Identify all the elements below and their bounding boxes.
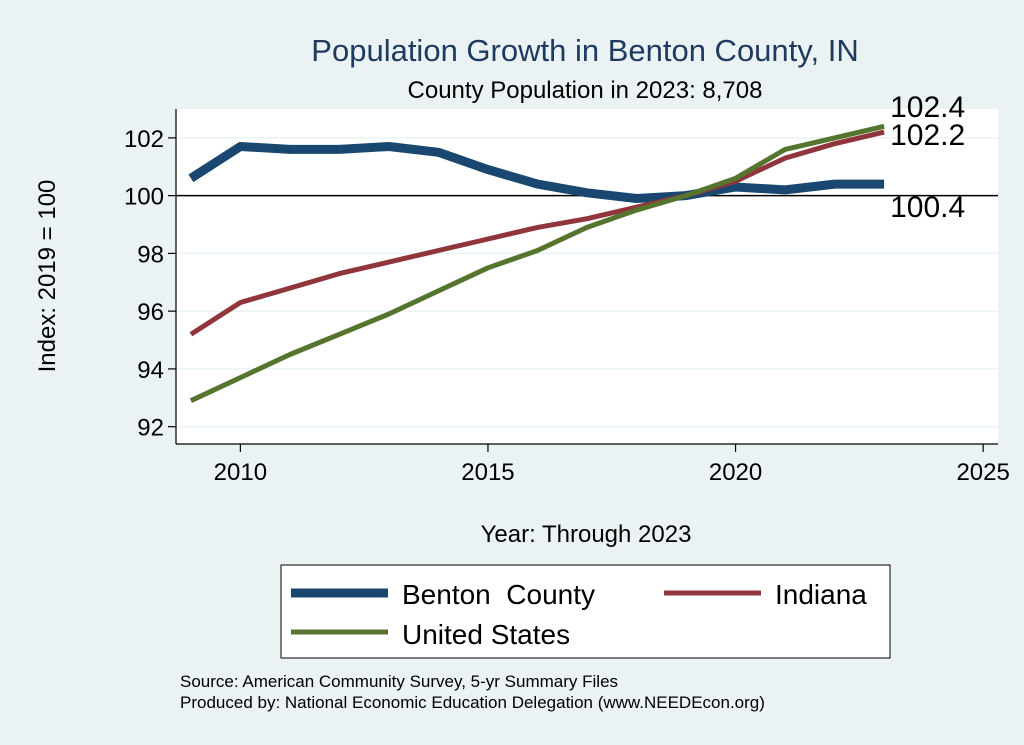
plot-area xyxy=(176,109,998,444)
series-line-benton-county xyxy=(188,142,885,203)
y-axis-label: Index: 2019 = 100 xyxy=(34,180,61,373)
series-lines xyxy=(188,123,885,403)
y-tick-label: 100 xyxy=(124,184,164,211)
chart-subtitle: County Population in 2023: 8,708 xyxy=(408,77,763,104)
axes: 92 94 96 98 100 102 2010 2015 2020 2025 xyxy=(124,109,1010,486)
y-tick-label: 94 xyxy=(137,357,164,384)
legend-box xyxy=(280,564,891,659)
x-tick-label: 2025 xyxy=(956,459,1009,486)
chart-title: Population Growth in Benton County, IN xyxy=(311,33,858,68)
legend: Benton County Indiana United States xyxy=(280,564,891,659)
legend-label-indiana: Indiana xyxy=(775,579,867,610)
end-label-united-states: 102.4 xyxy=(890,91,965,124)
producer-note: Produced by: National Economic Education… xyxy=(180,693,765,712)
series-line-united-states xyxy=(189,123,885,403)
x-axis-label: Year: Through 2023 xyxy=(481,521,692,548)
y-tick-label: 92 xyxy=(137,415,164,442)
legend-label-united-states: United States xyxy=(402,619,570,650)
x-tick-label: 2010 xyxy=(214,459,267,486)
x-tick-label: 2020 xyxy=(709,459,762,486)
series-line-indiana xyxy=(189,129,885,337)
legend-label-benton-county: Benton County xyxy=(402,579,595,610)
end-label-indiana: 102.2 xyxy=(890,119,965,152)
y-tick-label: 96 xyxy=(137,299,164,326)
y-tick-label: 102 xyxy=(124,126,164,153)
end-label-benton-county: 100.4 xyxy=(890,191,965,224)
x-tick-label: 2015 xyxy=(461,459,514,486)
source-note: Source: American Community Survey, 5-yr … xyxy=(180,672,618,691)
y-tick-label: 98 xyxy=(137,241,164,268)
